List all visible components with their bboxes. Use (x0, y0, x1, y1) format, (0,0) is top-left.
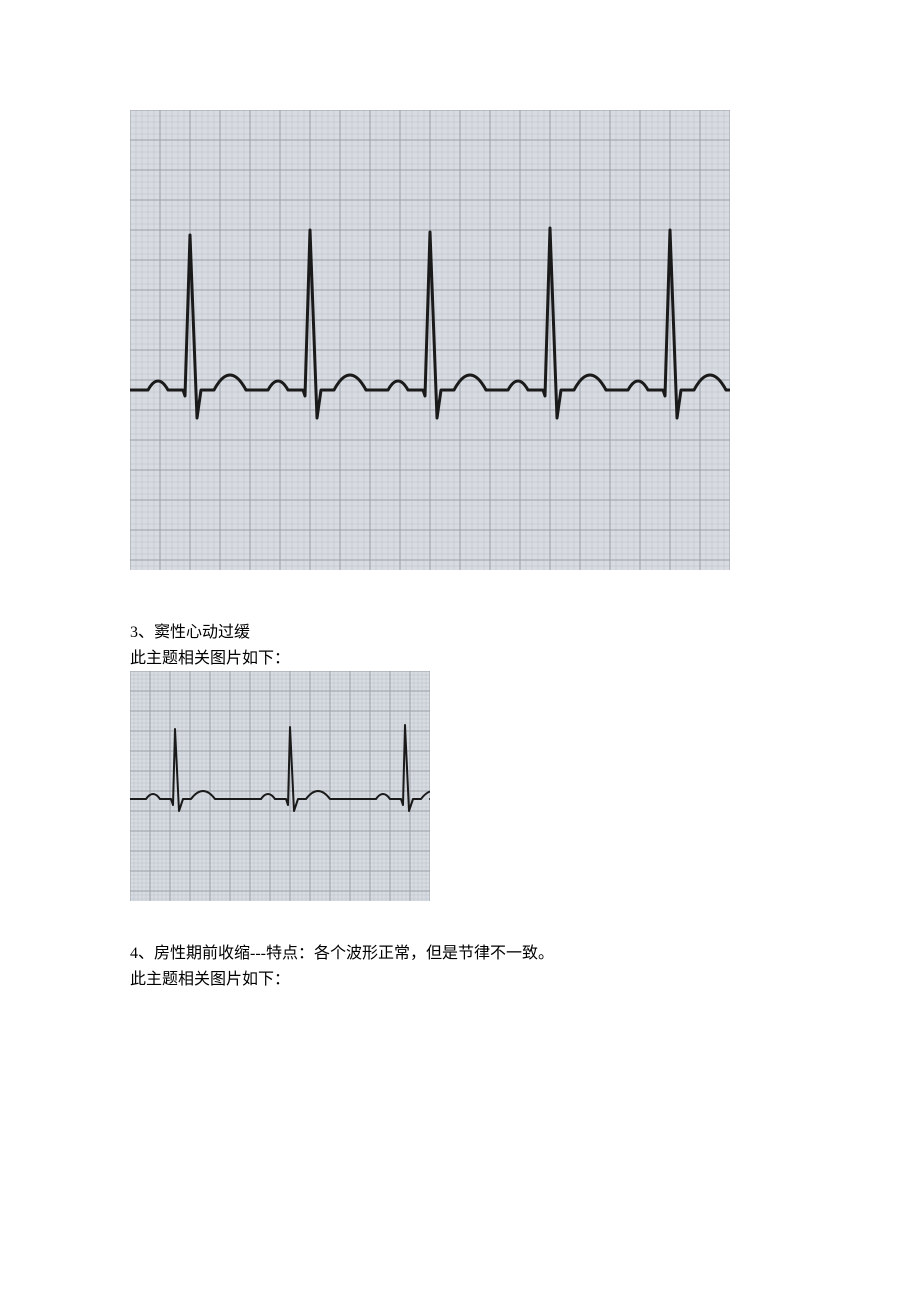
ecg-chart-bradycardia (130, 671, 790, 901)
section4-title: 4、房性期前收缩---特点：各个波形正常，但是节律不一致。 (130, 941, 790, 967)
section4-subtitle: 此主题相关图片如下： (130, 967, 790, 993)
ecg-chart-tachycardia (130, 110, 790, 570)
section3-subtitle: 此主题相关图片如下： (130, 646, 790, 672)
section3-title: 3、窦性心动过缓 (130, 620, 790, 646)
document-page: 3、窦性心动过缓 此主题相关图片如下： 4、房性期前收缩---特点：各个波形正常… (0, 0, 920, 1032)
